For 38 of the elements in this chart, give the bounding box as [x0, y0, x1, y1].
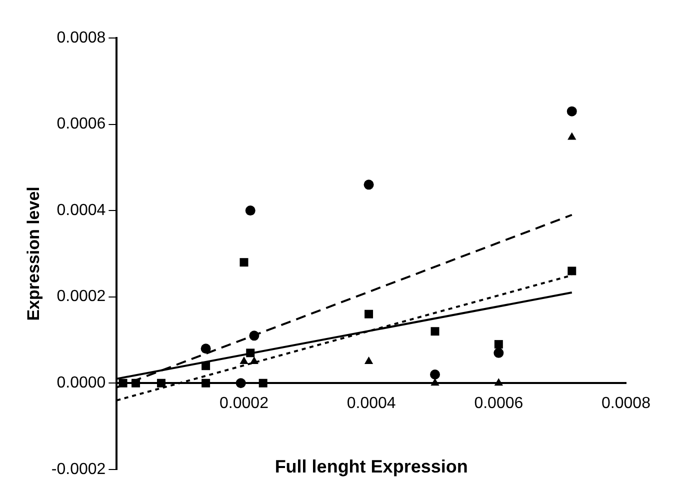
point	[568, 266, 576, 276]
point	[494, 378, 503, 386]
point	[258, 378, 268, 388]
point	[202, 378, 210, 388]
y-tick-label: -0.0002	[51, 460, 106, 478]
point	[430, 327, 440, 336]
point	[245, 206, 256, 216]
point	[364, 356, 374, 364]
point	[132, 378, 140, 388]
y-tick-label: 0.0008	[56, 29, 106, 46]
point	[364, 310, 374, 318]
point	[430, 378, 440, 386]
point	[246, 348, 255, 358]
y-tick-label: 0.0004	[56, 202, 106, 219]
point	[156, 378, 166, 388]
point	[566, 106, 577, 116]
x-tick-label: 0.0004	[346, 395, 396, 412]
y-tick-label: 0.0000	[56, 374, 106, 392]
point	[240, 356, 248, 364]
point	[200, 344, 211, 354]
y-tick-label: 0.0006	[56, 116, 106, 133]
point	[250, 356, 259, 364]
point	[202, 362, 210, 370]
point	[494, 340, 503, 349]
point	[364, 180, 374, 190]
point	[568, 132, 576, 140]
y-tick-label: 0.0002	[56, 288, 106, 306]
x-tick-label: 0.0006	[474, 395, 524, 412]
x-tick-label: 0.0002	[220, 395, 269, 412]
x-tick-label: 0.0008	[602, 395, 651, 412]
y-axis-title: Expression level	[24, 186, 43, 321]
point	[494, 348, 504, 358]
point	[430, 369, 440, 380]
point	[236, 378, 246, 388]
x-axis-title: Full lenght Expression	[274, 456, 468, 476]
point	[118, 378, 128, 388]
point	[249, 330, 260, 341]
point	[240, 258, 248, 267]
